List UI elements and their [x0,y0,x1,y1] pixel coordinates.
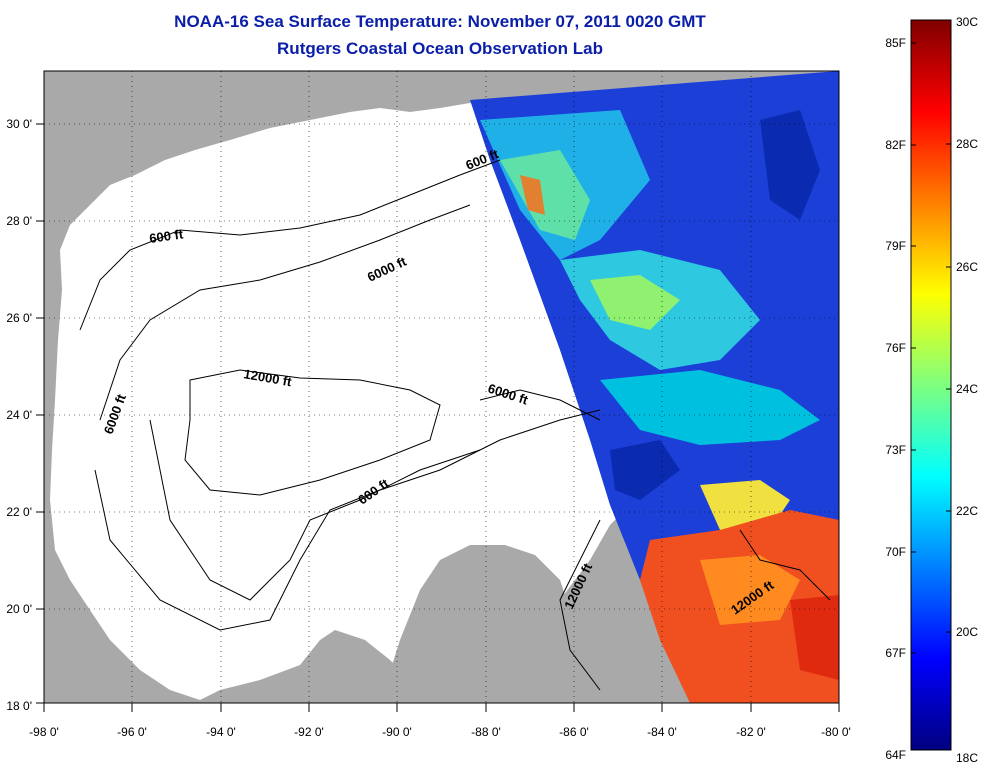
yucatan-land [380,545,570,703]
sst-swath [470,71,839,703]
lon-tick-label: -98 0' [29,725,59,739]
lon-tick-label: -96 0' [117,725,147,739]
lon-tick-label: -86 0' [559,725,589,739]
colorbar-ticks [911,42,951,654]
lat-tick-label: 24 0' [6,408,32,422]
graticule [44,71,839,703]
lat-tick-label: 26 0' [6,311,32,325]
colorbar-f-label: 79F [885,239,906,253]
colorbar-f-label: 76F [885,341,906,355]
colorbar-f-label: 82F [885,138,906,152]
longitude-labels: -98 0' -96 0' -94 0' -92 0' -90 0' -88 0… [29,725,851,739]
colorbar-f-label: 64F [885,748,906,762]
bathymetry-contours [79,159,831,691]
lon-tick-label: -90 0' [382,725,412,739]
plot-frame [43,70,840,704]
colorbar-c-label: 22C [956,504,978,518]
colorbar-c-label: 28C [956,137,978,151]
colorbar-f-label: 73F [885,443,906,457]
lon-tick-label: -82 0' [736,725,766,739]
lon-tick-label: -92 0' [294,725,324,739]
colorbar-c-labels: 30C 28C 26C 24C 22C 20C 18C [956,15,978,765]
colorbar-c-label: 26C [956,260,978,274]
colorbar [910,19,952,751]
lon-tick-label: -94 0' [206,725,236,739]
colorbar-c-label: 20C [956,625,978,639]
colorbar-f-label: 85F [885,36,906,50]
colorbar-f-labels: 85F 82F 79F 76F 73F 70F 67F 64F [885,36,906,762]
lon-tick-label: -88 0' [471,725,501,739]
lat-tick-label: 22 0' [6,505,32,519]
colorbar-c-label: 18C [956,751,978,765]
contour-label: 600 ft [148,226,184,246]
lat-tick-label: 28 0' [6,214,32,228]
latitude-labels: 30 0' 28 0' 26 0' 24 0' 22 0' 20 0' 18 0… [6,117,32,713]
colorbar-f-label: 70F [885,545,906,559]
lat-tick-label: 30 0' [6,117,32,131]
colorbar-c-label: 30C [956,15,978,29]
lat-tick-label: 18 0' [6,699,32,713]
lon-tick-label: -80 0' [821,725,851,739]
map-subtitle: Rutgers Coastal Ocean Observation Lab [277,39,603,58]
map-title: NOAA-16 Sea Surface Temperature: Novembe… [174,12,706,31]
lon-tick-label: -84 0' [647,725,677,739]
colorbar-c-label: 24C [956,382,978,396]
lat-tick-label: 20 0' [6,602,32,616]
colorbar-f-label: 67F [885,646,906,660]
axis-ticks [36,123,840,712]
